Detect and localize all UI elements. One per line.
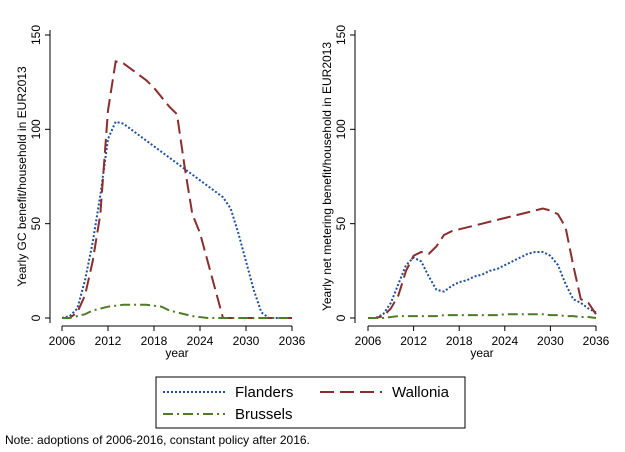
x-tick-label: 2030: [233, 334, 260, 348]
x-tick-label: 2012: [95, 334, 122, 348]
legend-box: [155, 376, 466, 429]
x-tick-label: 2024: [187, 334, 214, 348]
x-tick-label: 2006: [355, 334, 382, 348]
x-tick-label: 2036: [279, 334, 306, 348]
y-axis-label: Yearly GC benefit/household in EUR2013: [15, 66, 29, 287]
y-tick-label: 50: [334, 217, 348, 231]
x-axis-label: year: [470, 346, 493, 360]
y-tick-label: 0: [29, 314, 43, 321]
x-axis-label: year: [165, 346, 188, 360]
legend-label: Flanders: [235, 384, 293, 401]
x-tick-label: 2024: [491, 334, 518, 348]
y-tick-label: 0: [334, 314, 348, 321]
legend-label: Wallonia: [392, 384, 450, 401]
series-line: [62, 60, 292, 319]
y-tick-label: 150: [334, 25, 348, 45]
x-tick-label: 2018: [141, 334, 168, 348]
y-axis-label: Yearly net metering benefit/household in…: [320, 42, 334, 311]
series-line: [61, 120, 292, 319]
series-line: [62, 303, 292, 319]
series-line: [368, 313, 597, 319]
note: Note: adoptions of 2006-2016, constant p…: [5, 433, 310, 447]
x-tick-label: 2036: [583, 334, 610, 348]
x-tick-label: 2030: [537, 334, 564, 348]
legend-label: Brussels: [235, 406, 293, 423]
y-tick-label: 100: [334, 119, 348, 139]
x-tick-label: 2006: [49, 334, 76, 348]
series-line: [368, 207, 597, 319]
x-tick-label: 2018: [446, 334, 473, 348]
y-tick-label: 50: [29, 217, 43, 231]
x-tick-label: 2012: [400, 334, 427, 348]
series-line: [368, 250, 597, 319]
y-tick-label: 100: [29, 119, 43, 139]
y-tick-label: 150: [29, 25, 43, 45]
